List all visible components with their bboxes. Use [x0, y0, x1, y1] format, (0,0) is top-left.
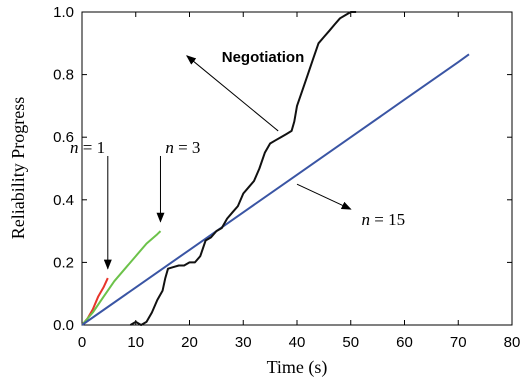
x-tick-label: 40 [289, 334, 306, 351]
annotation-label: n = 1 [70, 138, 105, 157]
series-n3-line [81, 230, 162, 326]
y-tick-label: 0.8 [53, 67, 74, 84]
x-tick-label: 30 [235, 334, 252, 351]
x-tick-label: 80 [504, 334, 521, 351]
annotation-arrow [296, 183, 352, 210]
x-tick-label: 60 [396, 334, 413, 351]
annotation-label: n = 3 [165, 138, 200, 157]
y-tick-label: 0.0 [53, 317, 74, 334]
annotation-label: n = 15 [362, 210, 406, 229]
series-negotiation-line [129, 11, 357, 326]
x-tick-label: 10 [127, 334, 144, 351]
y-axis-title: Reliability Progress [8, 97, 28, 240]
y-axis-ticks: 0.0 0.2 0.4 0.6 0.8 1.0 [53, 4, 512, 334]
y-tick-label: 0.4 [53, 192, 74, 209]
x-tick-label: 50 [342, 334, 359, 351]
x-tick-label: 0 [78, 334, 86, 351]
y-tick-label: 1.0 [53, 4, 74, 21]
y-tick-label: 0.6 [53, 129, 74, 146]
annotation-layer: Negotiation n = 1 n = 3 n = 15 [70, 49, 406, 270]
series-layer [81, 11, 470, 326]
y-tick-label: 0.2 [53, 254, 74, 271]
x-axis-ticks: 0 10 20 30 40 50 60 70 80 [78, 12, 521, 351]
x-tick-label: 20 [181, 334, 198, 351]
x-tick-label: 70 [450, 334, 467, 351]
annotation-arrow [186, 55, 279, 132]
series-n1-line [81, 277, 109, 326]
series-n15-line [81, 53, 470, 326]
annotation-label: Negotiation [222, 49, 305, 66]
x-axis-title: Time (s) [267, 357, 328, 378]
